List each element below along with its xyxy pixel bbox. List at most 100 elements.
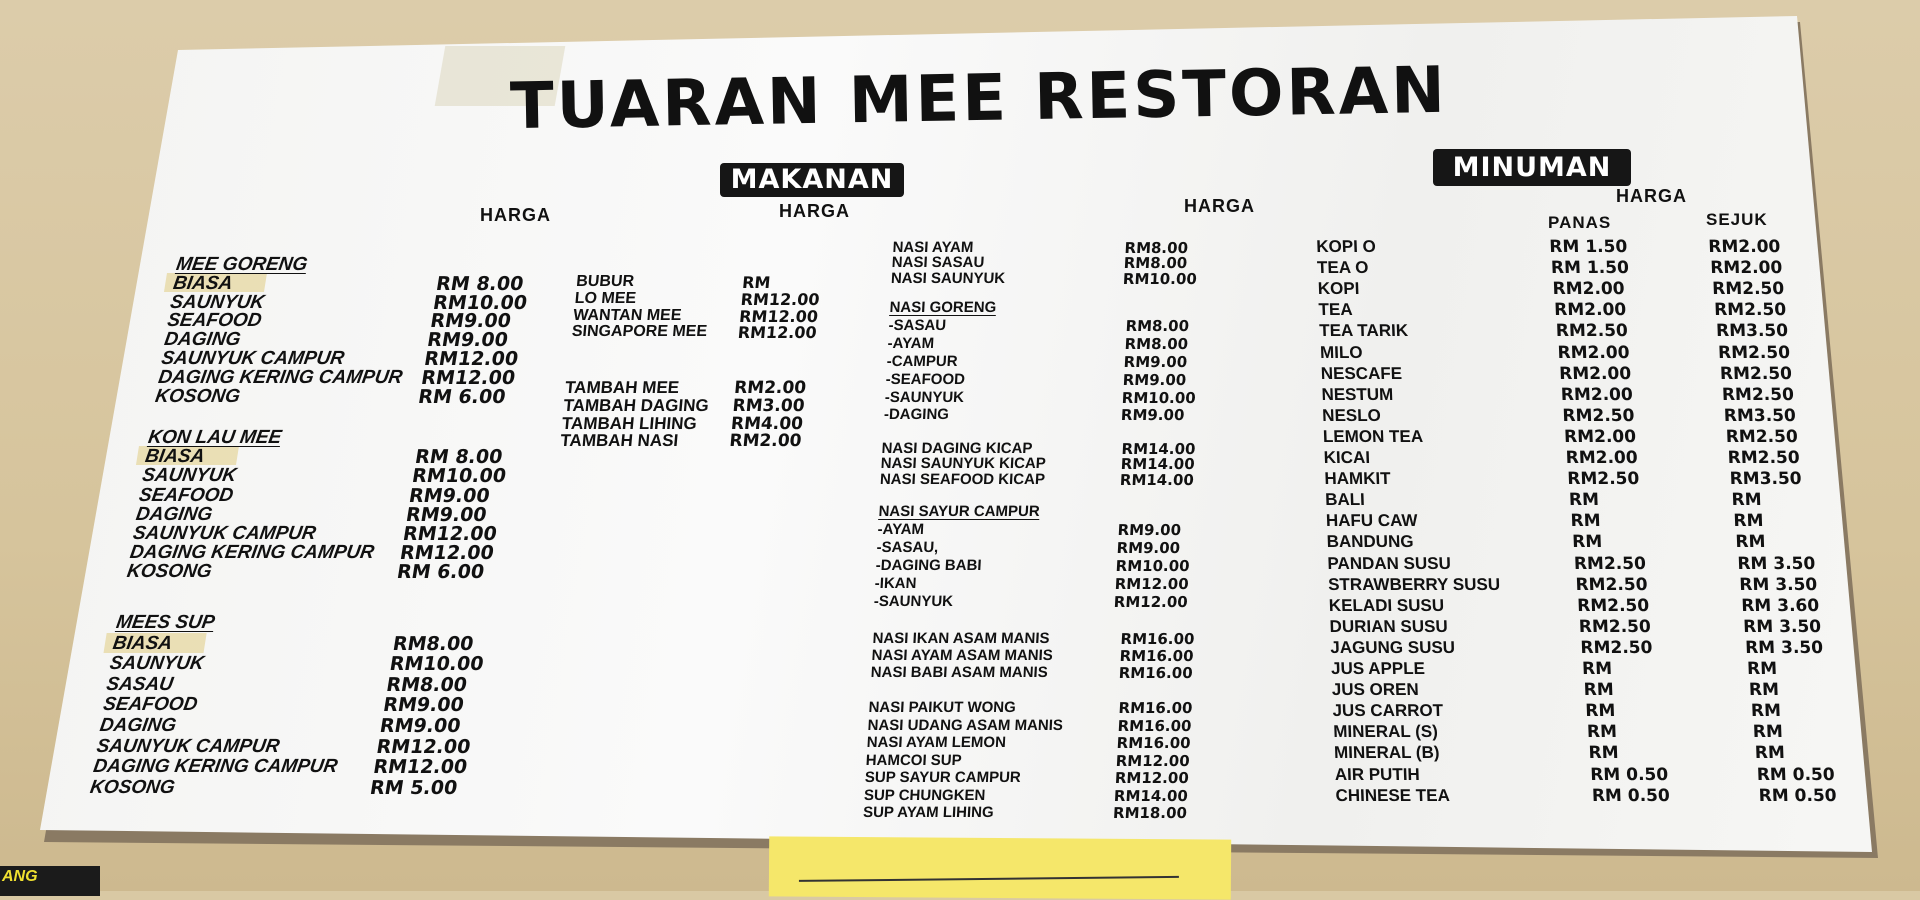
item-name: KOSONG [88,776,177,798]
item-name: NASI PAIKUT WONG [868,699,1017,716]
makanan-badge: MAKANAN [720,163,904,197]
drink-name: KOPI [1317,279,1360,299]
menu-item: BIASA RM8.00 [103,632,475,655]
item-name: KOSONG [125,561,214,583]
price-sejuk: RM2.50 [1727,448,1801,468]
item-price: RM12.00 [1115,751,1191,770]
item-name: SASAU [104,673,175,695]
drink-name: KOPI O [1316,237,1377,256]
item-price: RM10.00 [387,653,486,676]
menu-item: NASI BABI ASAM MANIS RM16.00 [870,664,1193,682]
price-sejuk: RM 0.50 [1756,764,1835,785]
menu-item: SAUNYUK CAMPUR RM12.00 [95,736,472,758]
item-price: RM10.00 [1122,269,1198,288]
item-price: RM 5.00 [368,776,459,799]
menu-item: SAUNYUK RM10.00 [169,292,529,314]
item-name: BIASA [111,632,174,654]
item-name: WANTAN MEE [572,306,683,324]
price-sejuk: RM3.50 [1715,321,1789,342]
drink-name: STRAWBERRY SUSU [1327,574,1501,594]
scribble [798,875,1179,882]
item-price: RM16.00 [1118,699,1193,717]
menu-item: SAUNYUK RM10.00 [141,465,508,487]
drink-name: NESCAFE [1320,363,1403,383]
menu-item: KOSONG RM 5.00 [89,777,459,799]
menu-item: DAGING KERING CAMPUR RM12.00 [128,542,495,564]
item-price: RM10.00 [1121,388,1197,407]
price-sejuk: RM3.50 [1729,469,1802,490]
item-name: -SASAU, [876,539,939,556]
item-price: RM16.00 [1120,630,1195,648]
menu-item: SEAFOOD RM9.00 [138,485,492,507]
menu-item: -SASAU, RM9.00 [876,539,1180,557]
price-panas: RM2.50 [1566,469,1640,490]
price-panas: RM 0.50 [1589,764,1669,785]
yellow-note [768,836,1232,900]
harga-label: HARGA [1616,186,1687,206]
menu-item: KOSONG RM 6.00 [125,561,485,583]
item-price: RM9.00 [1116,539,1181,557]
price-panas: RM [1585,701,1616,722]
price-sejuk: RM2.50 [1725,426,1799,447]
menu-item: DAGING RM9.00 [163,329,510,351]
item-name: DAGING [98,715,178,736]
drink-name: KICAI [1323,448,1371,467]
price-panas: RM 1.50 [1550,258,1630,279]
price-sejuk: RM [1748,680,1780,701]
item-name: -IKAN [874,575,917,592]
drink-name: TEA [1318,300,1353,320]
price-sejuk: RM [1752,722,1784,743]
item-price: RM14.00 [1113,786,1189,805]
item-name: -SEAFOOD [885,370,966,388]
item-price: RM9.00 [378,715,463,737]
menu-item: -SEAFOOD RM9.00 [885,371,1186,389]
drink-name: PANDAN SUSU [1327,553,1452,573]
price-sejuk: RM [1735,532,1766,553]
menu-item: SINGAPORE MEE RM12.00 [571,323,817,342]
price-panas: RM2.00 [1557,342,1630,363]
price-panas: RM2.50 [1575,574,1648,595]
item-price: RM12.00 [374,735,473,758]
price-panas: RM2.50 [1578,616,1652,637]
price-panas: RM [1586,722,1618,743]
menu-item: NASI IKAN ASAM MANIS RM16.00 [872,630,1195,648]
menu-item: -SASAU RM8.00 [888,317,1189,335]
menu-item: SAUNYUK CAMPUR RM12.00 [131,523,498,545]
item-name: SUP AYAM LIHING [862,804,995,821]
item-name: -SAUNYUK [873,593,954,610]
minuman-badge: MINUMAN [1433,149,1631,186]
item-price: RM12.00 [1114,575,1190,593]
harga-label: HARGA [1184,196,1255,216]
price-panas: RM2.00 [1565,448,1639,468]
section-heading: NASI SAYUR CAMPUR [878,503,1041,520]
price-sejuk: RM 3.50 [1744,637,1824,658]
harga-label: HARGA [779,201,850,221]
price-sejuk: RM 3.60 [1740,595,1820,616]
price-sejuk: RM [1746,659,1778,679]
item-price: RM9.00 [1123,352,1188,371]
item-name: -AYAM [887,334,935,352]
menu-item: SUP AYAM LIHING RM18.00 [863,804,1188,822]
item-price: RM12.00 [1114,769,1190,787]
drink-name: AIR PUTIH [1334,764,1421,784]
drink-name: JUS CARROT [1332,701,1444,721]
price-sejuk: RM [1754,743,1786,764]
item-name: BUBUR [575,273,635,290]
item-name: NASI SEAFOOD KICAP [879,470,1046,488]
item-name: SEAFOOD [101,694,199,716]
menu-item: DAGING KERING CAMPUR RM12.00 [92,756,469,778]
menu-item: SAUNYUK CAMPUR RM12.00 [160,348,520,370]
item-price: RM9.00 [1117,521,1182,539]
menu-item: KOSONG RM 6.00 [154,386,507,408]
drink-name: KELADI SUSU [1328,595,1445,615]
item-name: SAUNYUK [108,653,206,675]
price-sejuk: RM 3.50 [1737,553,1816,574]
price-panas: RM [1568,490,1600,511]
price-panas: RM 1.50 [1549,237,1628,257]
price-sejuk: RM2.00 [1709,258,1783,279]
item-name: DAGING KERING CAMPUR [91,756,340,778]
item-price: RM9.00 [381,694,466,717]
item-name: SINGAPORE MEE [571,323,708,341]
drink-name: JAGUNG SUSU [1329,637,1456,657]
drink-name: DURIAN SUSU [1329,616,1448,636]
